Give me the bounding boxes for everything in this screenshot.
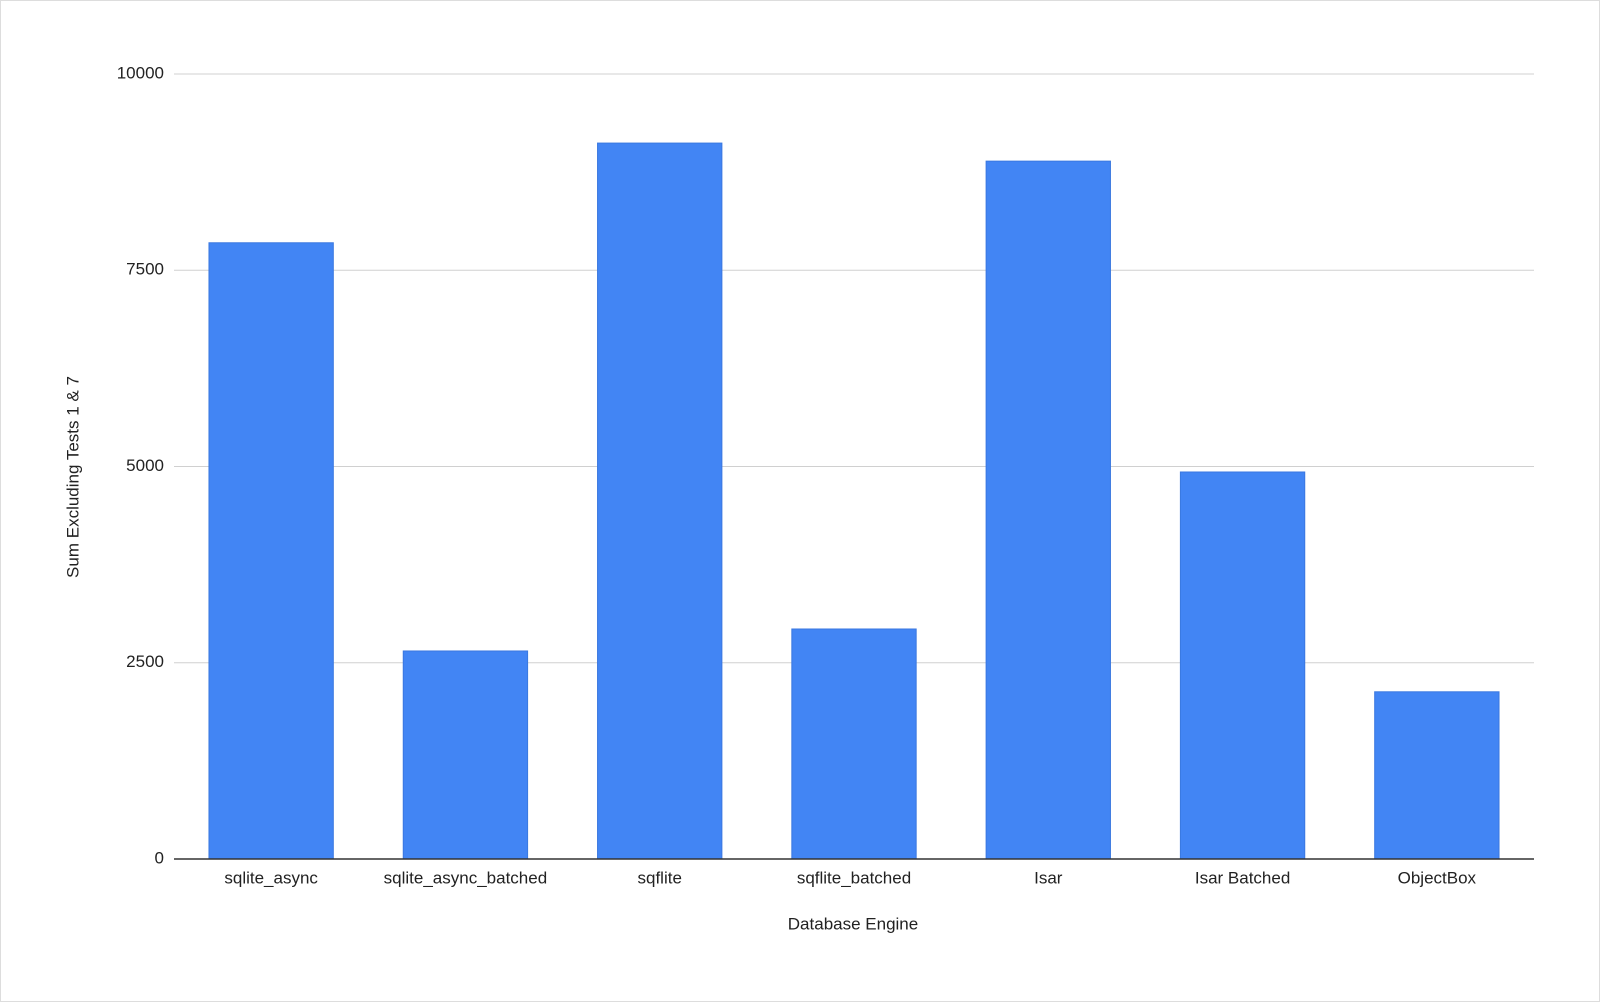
x-tick-label: Isar bbox=[1034, 868, 1063, 887]
x-axis-title: Database Engine bbox=[788, 914, 918, 933]
bar bbox=[1374, 691, 1500, 860]
x-tick-label: ObjectBox bbox=[1398, 868, 1477, 887]
x-tick-label: Isar Batched bbox=[1195, 868, 1290, 887]
x-tick-label: sqflite bbox=[638, 868, 682, 887]
y-axis-title: Sum Excluding Tests 1 & 7 bbox=[63, 376, 82, 578]
bar bbox=[402, 650, 529, 860]
y-tick-label: 5000 bbox=[126, 456, 164, 475]
y-tick-label: 7500 bbox=[126, 260, 164, 279]
bar bbox=[1179, 471, 1306, 860]
x-tick-label: sqlite_async bbox=[224, 868, 318, 887]
y-tick-label: 0 bbox=[155, 848, 164, 867]
bar bbox=[597, 142, 723, 860]
bar bbox=[985, 160, 1111, 860]
x-tick-label: sqlite_async_batched bbox=[384, 868, 548, 887]
y-tick-label: 2500 bbox=[126, 652, 164, 671]
y-tick-label: 10000 bbox=[117, 63, 164, 82]
bar bbox=[208, 242, 334, 860]
x-tick-label: sqflite_batched bbox=[797, 868, 911, 887]
bar bbox=[791, 628, 917, 860]
